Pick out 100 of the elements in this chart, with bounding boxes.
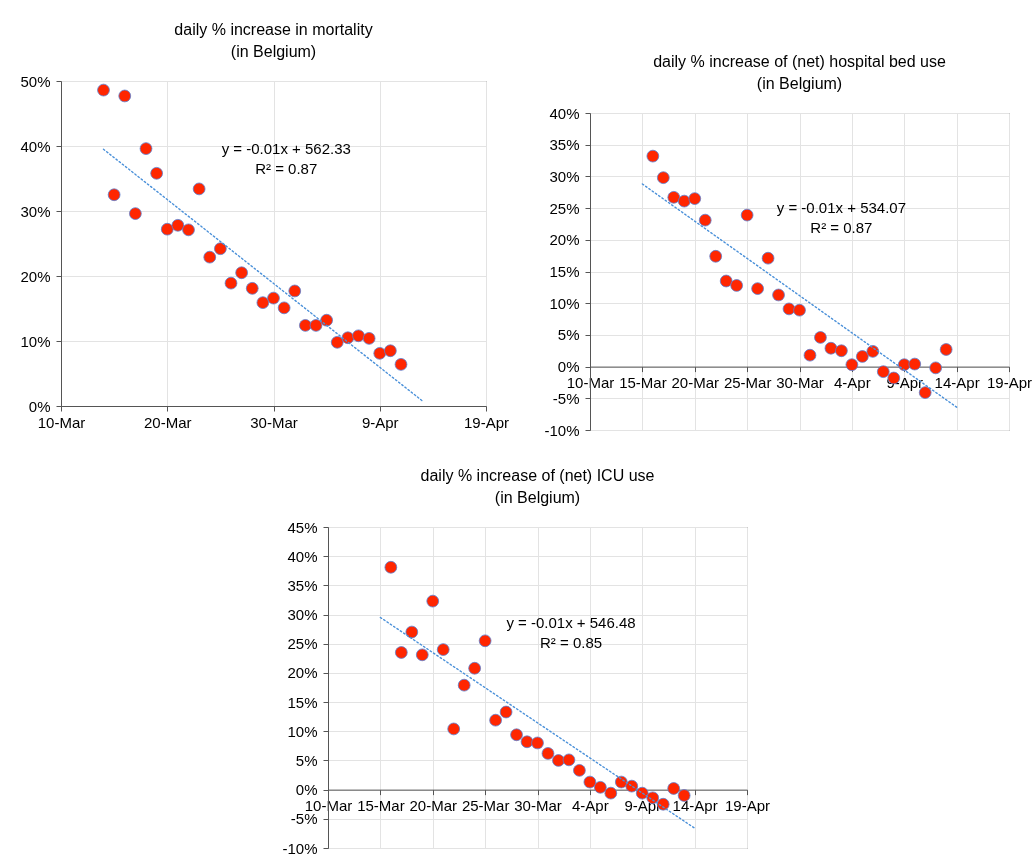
- chart-subtitle: (in Belgium): [494, 489, 581, 506]
- point: [118, 89, 132, 103]
- chart-title: daily % increase of (net) ICU use: [420, 467, 655, 484]
- x-tick-label: 25-Mar: [461, 797, 510, 815]
- chart-title: daily % increase in mortality: [174, 21, 373, 38]
- point: [150, 167, 163, 180]
- point: [751, 282, 764, 295]
- annotation: y = -0.01x + 562.33: [221, 140, 351, 158]
- point: [468, 661, 481, 675]
- point: [256, 296, 270, 309]
- point: [740, 208, 754, 222]
- y-tick-label: 25%: [287, 635, 318, 653]
- chart-subtitle: (in Belgium): [756, 75, 843, 92]
- point: [362, 332, 376, 345]
- point: [604, 786, 618, 800]
- point: [667, 782, 680, 795]
- x-tick-label: 15-Mar: [619, 374, 667, 392]
- y-tick-label: 30%: [20, 202, 51, 220]
- point: [394, 358, 408, 371]
- point: [129, 207, 142, 220]
- point: [395, 646, 408, 659]
- y-tick-label: 15%: [549, 263, 580, 280]
- chart-title: daily % increase of (net) hospital bed use: [653, 53, 946, 70]
- y-tick-label: 30%: [549, 167, 580, 185]
- y-tick-label: 35%: [287, 576, 318, 594]
- point: [171, 219, 185, 232]
- y-tick-label: -10%: [544, 421, 580, 439]
- point: [677, 194, 691, 208]
- point: [876, 365, 890, 378]
- point: [730, 279, 743, 292]
- point: [929, 361, 942, 375]
- annotation: R² = 0.85: [539, 634, 603, 652]
- point: [856, 350, 869, 363]
- y-tick-label: 25%: [549, 199, 580, 217]
- point: [793, 303, 806, 317]
- point: [803, 348, 817, 362]
- x-tick-label: 15-Mar: [357, 797, 405, 815]
- y-tick-label: -5%: [552, 389, 580, 407]
- point: [107, 188, 121, 202]
- point: [224, 276, 238, 290]
- point: [245, 282, 259, 295]
- point: [719, 274, 733, 288]
- point: [160, 222, 174, 236]
- x-tick-label: 20-Mar: [671, 374, 720, 392]
- point: [824, 341, 838, 355]
- point: [499, 705, 513, 719]
- chart-subtitle: (in Belgium): [230, 43, 317, 60]
- point: [709, 249, 723, 263]
- x-tick-label: 30-Mar: [250, 413, 298, 431]
- point: [761, 251, 775, 265]
- y-tick-label: 40%: [20, 137, 51, 155]
- y-tick-label: 10%: [549, 294, 580, 312]
- annotation: y = -0.01x + 546.48: [506, 614, 636, 632]
- x-tick-label: 14-Apr: [934, 374, 980, 392]
- point: [939, 343, 953, 356]
- point: [457, 678, 471, 692]
- point: [814, 331, 827, 344]
- annotation: R² = 0.87: [255, 160, 318, 178]
- y-tick-label: 0%: [28, 397, 51, 415]
- point: [594, 781, 607, 794]
- point: [657, 171, 670, 184]
- y-tick-label: -5%: [290, 810, 318, 828]
- x-tick-label: 19-Apr: [724, 797, 771, 815]
- x-tick-label: 20-Mar: [409, 797, 458, 815]
- x-tick-label: 20-Mar: [143, 413, 192, 431]
- point: [573, 764, 586, 777]
- point: [436, 643, 450, 656]
- point: [677, 789, 691, 802]
- x-tick-label: 4-Apr: [572, 797, 609, 815]
- y-tick-label: 20%: [20, 267, 51, 285]
- point: [646, 149, 660, 163]
- point: [415, 648, 429, 662]
- point: [908, 357, 922, 371]
- x-tick-label: 30-Mar: [514, 797, 562, 815]
- point: [772, 288, 785, 302]
- point: [299, 319, 312, 332]
- point: [320, 313, 333, 327]
- x-tick-label: 9-Apr: [361, 413, 399, 431]
- point: [182, 223, 195, 237]
- x-tick-label: 30-Mar: [776, 374, 824, 392]
- y-tick-label: 5%: [557, 326, 580, 344]
- point: [531, 736, 544, 750]
- point: [139, 142, 153, 155]
- x-tick-label: 19-Apr: [986, 374, 1033, 392]
- point: [552, 754, 565, 767]
- y-tick-label: 0%: [557, 358, 580, 376]
- point: [384, 560, 398, 574]
- point: [426, 594, 440, 608]
- y-tick-label: 10%: [20, 332, 51, 350]
- y-tick-label: 20%: [287, 664, 318, 682]
- x-tick-label: 9-Apr: [624, 797, 662, 815]
- point: [352, 329, 365, 343]
- x-tick-label: 19-Apr: [463, 413, 510, 431]
- point: [478, 634, 492, 648]
- y-tick-label: 50%: [20, 72, 51, 90]
- y-tick-label: 30%: [287, 606, 318, 624]
- point: [625, 779, 639, 793]
- point: [782, 302, 796, 316]
- x-tick-label: 25-Mar: [723, 374, 772, 392]
- y-tick-label: 0%: [295, 781, 318, 799]
